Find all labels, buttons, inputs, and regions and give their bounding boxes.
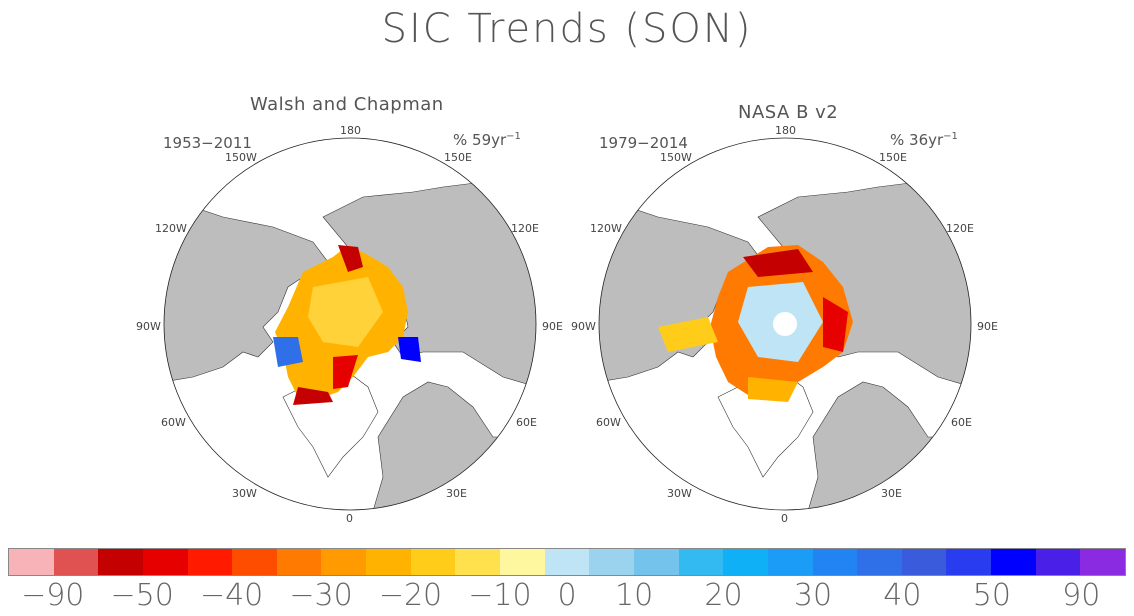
colorbar-tick-label: 50 <box>972 578 1011 613</box>
lon-label-150w-left: 150W <box>225 151 257 164</box>
figure-title: SIC Trends (SON) <box>381 6 753 52</box>
lon-label-0-right: 0 <box>781 512 788 525</box>
lon-label-30e-right: 30E <box>881 487 902 500</box>
colorbar-swatch <box>767 549 813 575</box>
lon-label-150w-right: 150W <box>660 151 692 164</box>
colorbar-swatch <box>410 549 456 575</box>
lon-label-150e-right: 150E <box>879 151 907 164</box>
colorbar-tick-label: 0 <box>557 578 577 613</box>
colorbar-swatch <box>633 549 679 575</box>
colorbar-tick-label: 40 <box>883 578 922 613</box>
colorbar-swatch <box>276 549 322 575</box>
lon-label-30e-left: 30E <box>446 487 467 500</box>
lon-label-120w-left: 120W <box>155 222 187 235</box>
colorbar-swatch <box>53 549 99 575</box>
colorbar-swatch <box>723 549 768 575</box>
period-right: 1979−2014 <box>599 134 688 152</box>
colorbar-swatch <box>1080 549 1126 575</box>
colorbar-swatch <box>500 549 545 575</box>
lon-label-60w-right: 60W <box>596 416 621 429</box>
lon-label-90e-left: 90E <box>542 320 563 333</box>
lon-label-90w-right: 90W <box>571 320 596 333</box>
lon-label-60e-left: 60E <box>516 416 537 429</box>
colorbar-tick-label: −90 <box>21 578 85 613</box>
colorbar-swatch <box>321 549 367 575</box>
lon-label-30w-right: 30W <box>667 487 692 500</box>
lon-label-90w-left: 90W <box>136 320 161 333</box>
colorbar-swatch <box>98 549 143 575</box>
colorbar-tick-label: −30 <box>289 578 353 613</box>
colorbar-swatch <box>544 549 590 575</box>
polar-map-right <box>598 137 972 511</box>
colorbar-tick-label: 30 <box>793 578 833 613</box>
colorbar-tick-label: −10 <box>468 578 532 613</box>
colorbar-swatch <box>901 549 947 575</box>
polar-map-left <box>163 137 537 511</box>
colorbar-tick-label: −40 <box>199 578 264 613</box>
lon-label-60e-right: 60E <box>951 416 972 429</box>
lon-label-120e-right: 120E <box>946 222 974 235</box>
colorbar-swatch <box>678 549 724 575</box>
colorbar-swatch <box>857 549 902 575</box>
lon-label-0-left: 0 <box>346 512 353 525</box>
lon-label-120w-right: 120W <box>590 222 622 235</box>
colorbar-swatch <box>991 549 1036 575</box>
colorbar-tick-label: 20 <box>704 578 743 613</box>
land-north-america <box>164 196 329 383</box>
colorbar <box>8 548 1126 576</box>
lon-label-180-right: 180 <box>775 124 796 137</box>
colorbar-swatch <box>946 549 992 575</box>
lon-label-180-left: 180 <box>340 124 361 137</box>
lon-label-90e-right: 90E <box>977 320 998 333</box>
colorbar-tick-label: −20 <box>378 578 443 613</box>
colorbar-tick-label: −50 <box>110 578 174 613</box>
colorbar-swatch <box>812 549 858 575</box>
colorbar-tick-label: 90 <box>1062 578 1101 613</box>
colorbar-swatch <box>455 549 501 575</box>
colorbar-swatch <box>232 549 277 575</box>
unit-left: % 59yr−1 <box>453 131 521 149</box>
lon-label-120e-left: 120E <box>511 222 539 235</box>
colorbar-tick-label: 10 <box>614 578 654 613</box>
colorbar-swatch <box>187 549 233 575</box>
colorbar-swatch <box>1035 549 1081 575</box>
lon-label-30w-left: 30W <box>232 487 257 500</box>
colorbar-swatch <box>142 549 188 575</box>
colorbar-swatch <box>9 549 54 575</box>
lon-label-60w-left: 60W <box>161 416 186 429</box>
lon-label-150e-left: 150E <box>444 151 472 164</box>
colorbar-swatch <box>589 549 634 575</box>
unit-right: % 36yr−1 <box>890 131 958 149</box>
colorbar-swatch <box>366 549 411 575</box>
period-left: 1953−2011 <box>163 134 252 152</box>
panel-title-right: NASA B v2 <box>738 102 839 123</box>
panel-title-left: Walsh and Chapman <box>250 94 444 115</box>
